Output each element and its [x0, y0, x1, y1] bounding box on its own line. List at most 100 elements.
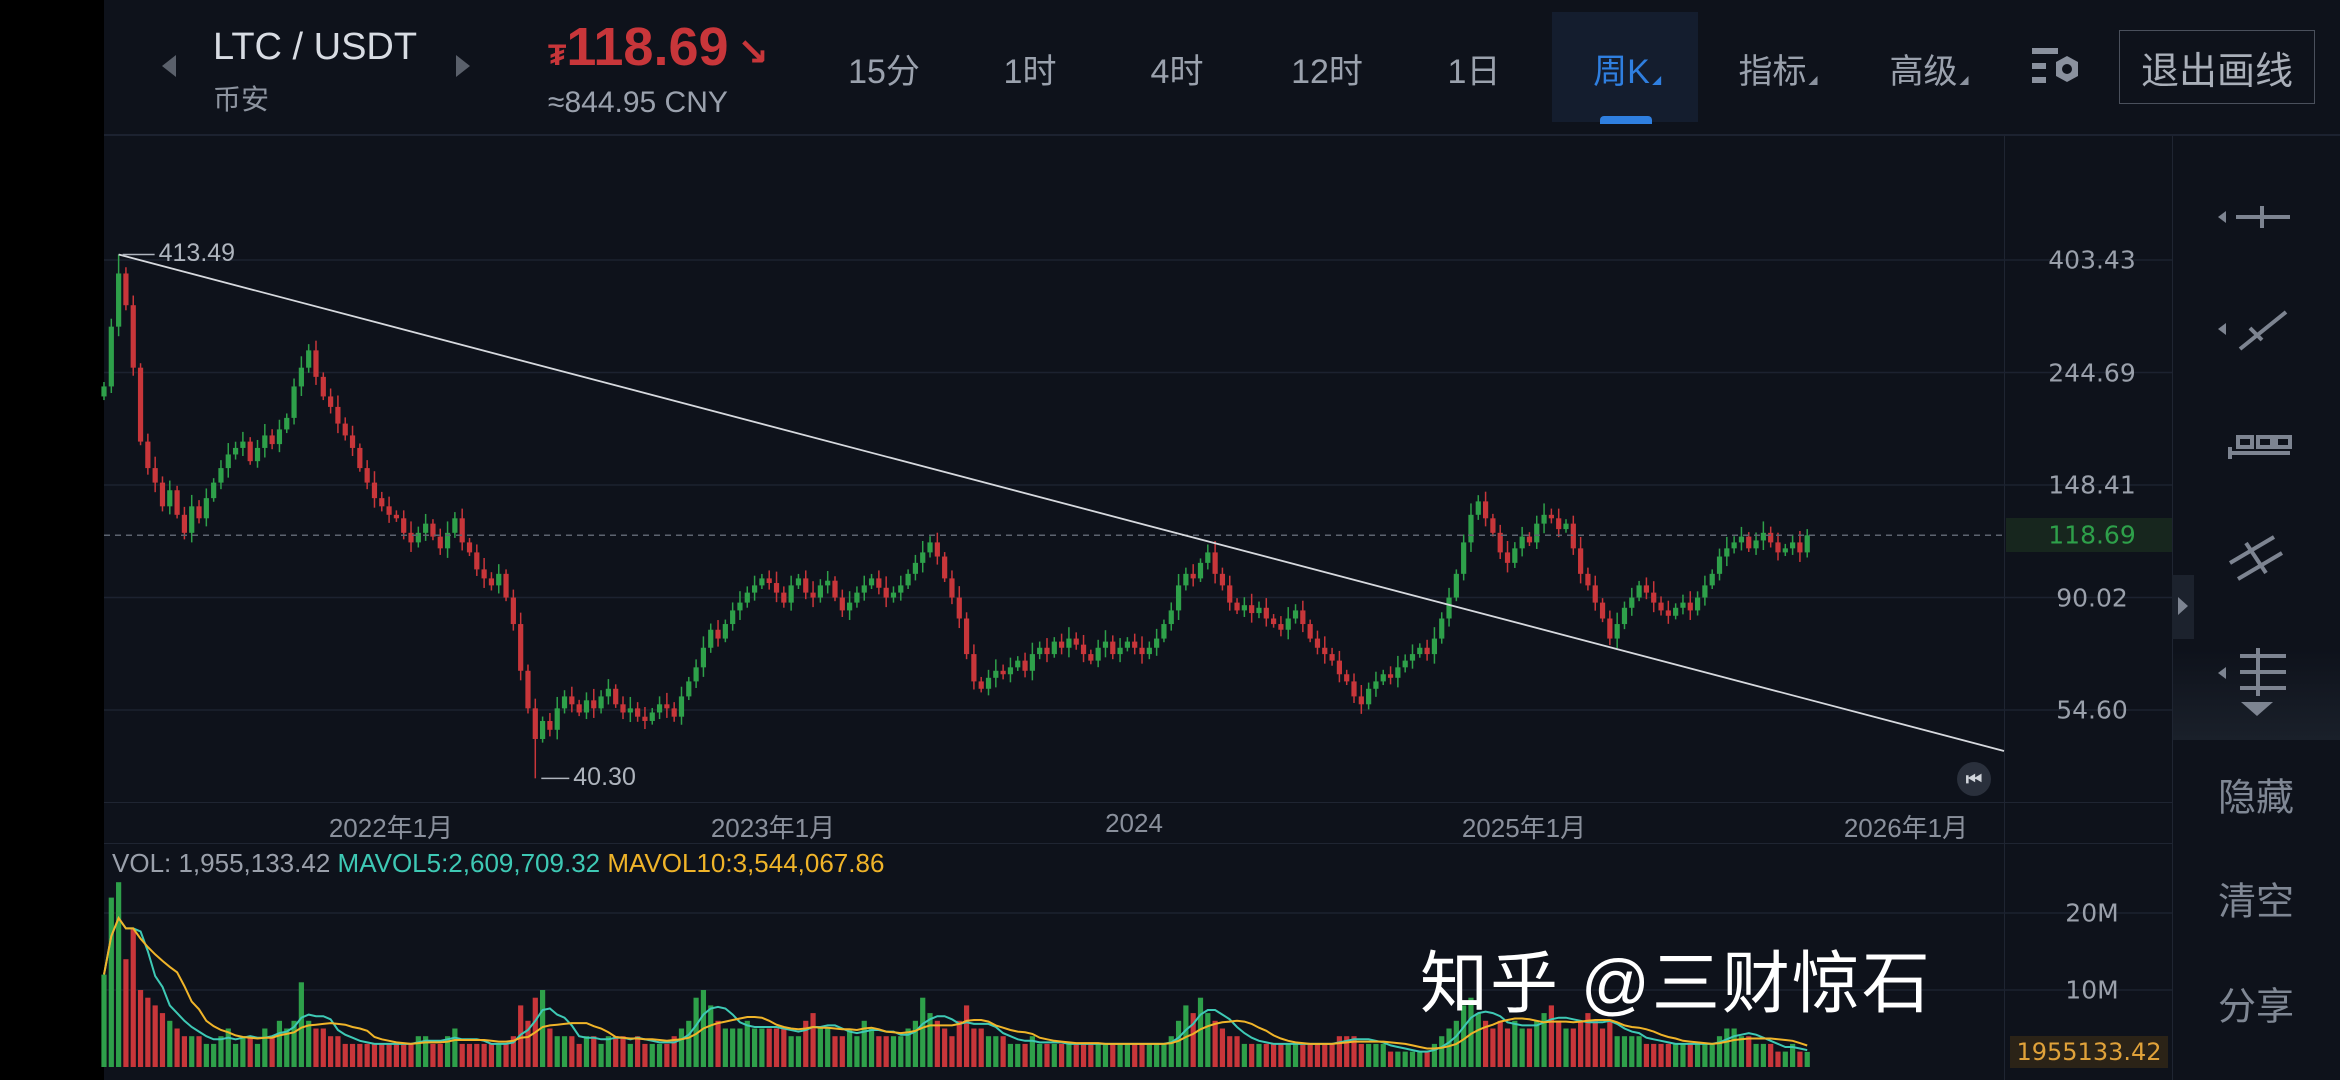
parallel-channel-icon[interactable]	[2216, 533, 2296, 583]
candle-body	[912, 562, 919, 574]
volume-bar	[1709, 1043, 1715, 1067]
candle-body	[269, 435, 275, 445]
volume-bar	[569, 1036, 575, 1067]
volume-bar	[1687, 1043, 1693, 1067]
trendline-drawing	[118, 253, 2005, 752]
volume-bar	[898, 1036, 904, 1067]
volume-bar	[1015, 1043, 1021, 1067]
volume-bar	[656, 1043, 663, 1067]
candle-body	[1534, 523, 1540, 543]
chart-settings-icon[interactable]	[2032, 46, 2082, 88]
volume-bar	[810, 1013, 816, 1067]
volume-bar	[496, 1043, 502, 1067]
tab-indicators[interactable]: 指标	[1739, 44, 1818, 93]
watermark: 知乎 @三财惊石	[1420, 946, 1932, 1022]
candle-body	[1007, 667, 1014, 675]
high-annotation: 413.49	[158, 239, 236, 268]
tab-1h[interactable]: 1时	[1003, 53, 1057, 91]
volume-bar	[459, 1043, 465, 1067]
fibonacci-lines-icon[interactable]	[2216, 648, 2296, 698]
candle-body	[664, 704, 670, 709]
candle-body	[1183, 573, 1189, 586]
volume-bar	[218, 1036, 224, 1067]
volume-bar	[1037, 1043, 1043, 1067]
candle-body	[773, 583, 780, 593]
volume-bar	[1797, 1051, 1803, 1067]
candle-body	[547, 720, 553, 730]
price-tick-label: 90.02	[2056, 583, 2128, 612]
scroll-to-latest-button[interactable]: ⏮	[1957, 762, 1991, 796]
volume-bar	[1431, 1043, 1438, 1067]
volume-bar	[167, 1020, 173, 1067]
volume-bar	[1256, 1043, 1262, 1067]
candle-body	[1607, 618, 1613, 639]
candle-body	[503, 573, 509, 598]
next-pair-icon[interactable]	[456, 55, 470, 77]
candle-body	[247, 441, 253, 462]
tab-12h[interactable]: 12时	[1291, 53, 1363, 91]
measure-ruler-icon[interactable]	[2216, 419, 2296, 469]
tab-weekly[interactable]: 周K	[1593, 44, 1661, 93]
candle-body	[1095, 647, 1101, 661]
clear-button[interactable]: 清空	[2217, 881, 2295, 924]
tab-4h[interactable]: 4时	[1150, 53, 1204, 91]
candle-body	[137, 367, 144, 442]
candle-body	[1358, 696, 1364, 705]
previous-pair-icon[interactable]	[162, 55, 176, 77]
volume-bar	[963, 1005, 970, 1067]
volume-bar	[1351, 1036, 1357, 1067]
volume-bar	[232, 1043, 239, 1067]
candle-body	[364, 468, 370, 483]
candle-body	[371, 482, 378, 499]
volume-bar	[751, 1028, 758, 1067]
candle-body	[1541, 514, 1547, 524]
volume-bar	[642, 1043, 648, 1067]
tab-advanced[interactable]: 高级	[1890, 44, 1969, 93]
volume-bar	[1482, 1020, 1489, 1067]
price-value: 118.69	[566, 17, 729, 77]
horizontal-line-icon[interactable]	[2216, 192, 2296, 242]
volume-bar	[583, 1036, 590, 1067]
volume-bar	[1446, 1028, 1452, 1067]
volume-bar	[1051, 1043, 1057, 1067]
candle-body	[642, 716, 648, 721]
candle-body	[861, 585, 867, 593]
volume-bar	[262, 1028, 268, 1067]
volume-bar	[1636, 1036, 1642, 1067]
candle-body	[993, 670, 999, 678]
candle-body	[488, 578, 495, 586]
tab-15min[interactable]: 15分	[848, 53, 920, 91]
hide-button[interactable]: 隐藏	[2217, 777, 2295, 820]
exit-drawing-button[interactable]: 退出画线	[2119, 30, 2315, 104]
volume-bar	[313, 1028, 319, 1067]
expand-sidebar-button[interactable]	[2172, 575, 2194, 639]
candle-body	[1782, 548, 1788, 553]
trend-line-icon[interactable]	[2216, 304, 2296, 354]
expand-arrow-icon	[2178, 597, 2188, 615]
more-tools-arrow-icon[interactable]	[2241, 702, 2273, 716]
share-button[interactable]: 分享	[2217, 986, 2295, 1029]
volume-bar	[1249, 1043, 1255, 1067]
volume-bar	[1658, 1043, 1664, 1067]
volume-bar	[101, 974, 107, 1067]
candle-body	[803, 578, 809, 593]
volume-bar	[591, 1036, 597, 1067]
current-price-tag	[2006, 518, 2172, 553]
pair-name[interactable]: LTC / USDT	[213, 26, 418, 68]
candle-body	[1037, 647, 1043, 655]
volume-bar	[1000, 1036, 1006, 1067]
candle-body	[1453, 573, 1459, 598]
volume-bar	[1402, 1051, 1408, 1067]
volume-bar	[649, 1043, 655, 1067]
candle-body	[1556, 518, 1562, 530]
tab-1d[interactable]: 1日	[1447, 53, 1501, 91]
volume-bar	[1475, 1013, 1481, 1067]
candle-body	[1161, 624, 1167, 639]
candle-body	[452, 518, 458, 533]
candle-body	[1322, 647, 1328, 655]
candle-body	[620, 704, 626, 713]
candle-body	[203, 498, 209, 519]
candle-body	[262, 435, 268, 448]
volume-bar	[306, 1020, 312, 1067]
